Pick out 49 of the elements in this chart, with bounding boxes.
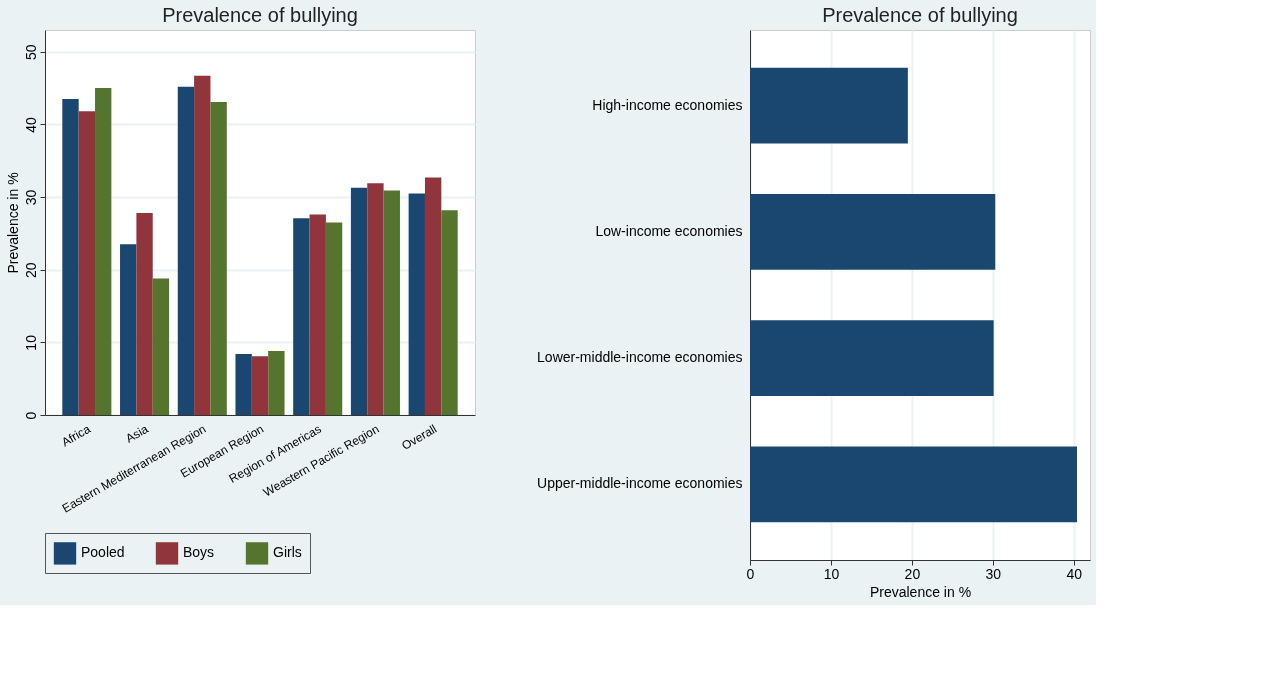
bar — [309, 214, 326, 415]
legend-label: Girls — [273, 544, 302, 561]
chart-title: Prevalence of bullying — [822, 4, 1018, 26]
bar — [350, 187, 368, 415]
bar — [120, 244, 137, 415]
y-tick-label: 10 — [22, 334, 39, 351]
bar — [424, 177, 442, 415]
y-tick-label: High-income economies — [592, 96, 743, 113]
bar — [251, 356, 269, 415]
x-tick-label: Asia — [123, 421, 151, 446]
bar — [367, 183, 384, 415]
bar — [136, 213, 153, 415]
bar — [177, 86, 195, 415]
y-tick-label: Lower-middle-income economies — [537, 349, 743, 366]
y-tick-label: 50 — [22, 44, 39, 61]
x-tick-label: Africa — [59, 421, 94, 450]
x-tick-label: 0 — [746, 565, 755, 582]
legend-label: Boys — [183, 544, 215, 561]
legend-label: Pooled — [81, 544, 125, 561]
bar — [152, 278, 170, 415]
y-axis-title: Prevalence in % — [4, 172, 21, 274]
x-tick-label: 40 — [1066, 565, 1083, 582]
bar — [441, 210, 458, 415]
bar — [750, 67, 908, 144]
y-tick-label: 0 — [22, 411, 39, 420]
y-tick-label: 40 — [22, 116, 39, 133]
bar — [235, 353, 252, 415]
bar — [62, 99, 79, 415]
x-tick-label: 10 — [823, 565, 840, 582]
y-tick-label: 30 — [22, 189, 39, 206]
bar — [750, 194, 996, 270]
bar — [194, 75, 211, 415]
chart-title: Prevalence of bullying — [162, 4, 358, 26]
bar — [78, 111, 96, 415]
x-tick-label: 30 — [985, 565, 1002, 582]
bar — [325, 222, 343, 415]
bar — [293, 218, 310, 415]
bar — [210, 101, 227, 415]
bar — [268, 351, 285, 415]
bar — [750, 320, 994, 396]
bar — [383, 190, 400, 415]
bar — [95, 88, 112, 415]
y-tick-label: Upper-middle-income economies — [537, 475, 743, 492]
x-tick-label: 20 — [904, 565, 921, 582]
bar — [408, 193, 425, 415]
y-tick-label: 20 — [22, 262, 39, 279]
bar — [750, 446, 1078, 523]
x-axis-title: Prevalence in % — [869, 583, 972, 600]
y-tick-label: Low-income economies — [595, 222, 743, 239]
